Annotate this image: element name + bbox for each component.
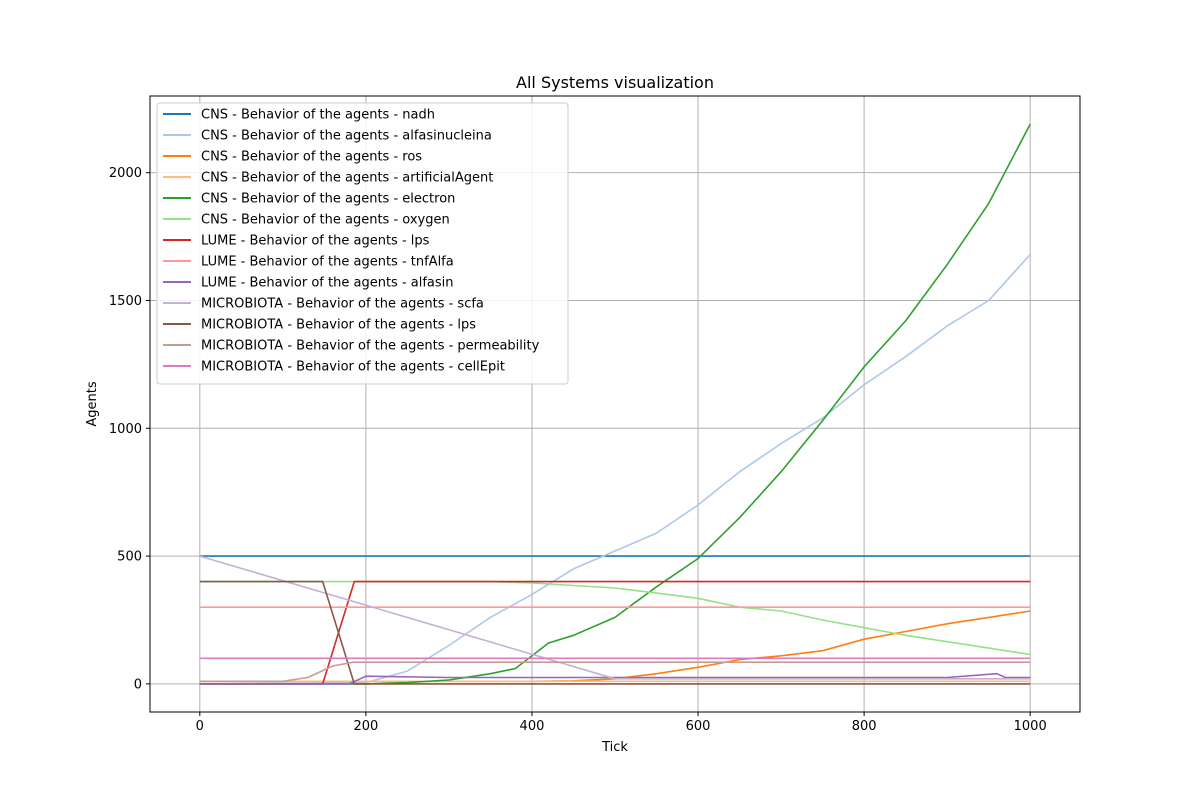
x-tick-label: 800 <box>852 719 877 734</box>
legend-label: LUME - Behavior of the agents - lps <box>201 234 430 249</box>
y-tick-label: 1500 <box>109 294 142 309</box>
legend-box <box>156 102 569 385</box>
legend-label: CNS - Behavior of the agents - oxygen <box>201 213 450 228</box>
chart-title: All Systems visualization <box>516 73 714 92</box>
series-line-9 <box>199 555 1031 680</box>
x-axis-title: Tick <box>601 740 628 755</box>
x-tick-label: 0 <box>196 719 204 734</box>
series-line-11 <box>199 661 1031 683</box>
y-tick-label: 1000 <box>109 422 142 437</box>
y-axis-title: Agents <box>85 381 100 426</box>
series-line-1 <box>199 253 1031 685</box>
legend-label: CNS - Behavior of the agents - artificia… <box>201 171 493 186</box>
legend-label: MICROBIOTA - Behavior of the agents - lp… <box>201 318 476 333</box>
x-tick-label: 1000 <box>1014 719 1047 734</box>
legend-label: CNS - Behavior of the agents - alfasinuc… <box>201 129 492 144</box>
legend-label: LUME - Behavior of the agents - alfasin <box>201 276 454 291</box>
axis-ticks: 0 200 400 600 800 1000 0 500 1000 1500 2000 <box>109 166 1047 734</box>
x-tick-label: 600 <box>686 719 711 734</box>
legend: CNS - Behavior of the agents - nadh CNS -… <box>156 102 569 385</box>
legend-label: CNS - Behavior of the agents - ros <box>201 150 422 165</box>
plot-frame <box>149 95 1081 713</box>
series-line-4 <box>199 123 1031 685</box>
legend-label: MICROBIOTA - Behavior of the agents - sc… <box>201 297 484 312</box>
series-line-8 <box>199 672 1031 685</box>
legend-label: CNS - Behavior of the agents - nadh <box>201 108 435 123</box>
series-line-10 <box>199 580 1031 685</box>
legend-label: MICROBIOTA - Behavior of the agents - ce… <box>201 360 505 375</box>
x-tick-label: 400 <box>520 719 545 734</box>
y-tick-label: 500 <box>117 550 142 565</box>
plot-series <box>199 123 1031 685</box>
legend-label: LUME - Behavior of the agents - tnfAlfa <box>201 255 454 270</box>
legend-label: CNS - Behavior of the agents - electron <box>201 192 455 207</box>
legend-label: MICROBIOTA - Behavior of the agents - pe… <box>201 339 540 354</box>
y-tick-label: 0 <box>134 677 142 692</box>
y-tick-label: 2000 <box>109 166 142 181</box>
x-tick-label: 200 <box>353 719 378 734</box>
